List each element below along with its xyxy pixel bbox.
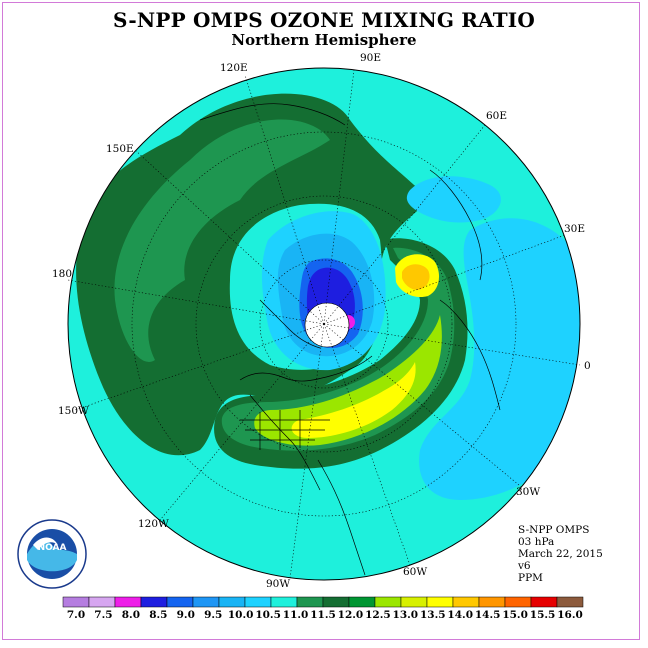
color-bar-tick-label: 9.5 (204, 609, 223, 621)
coastlines (199, 103, 501, 576)
product-info: S-NPP OMPS 03 hPa March 22, 2015 v6 PPM (518, 524, 603, 584)
color-bar-swatch (348, 596, 376, 608)
lon-label-0: 0 (584, 360, 591, 372)
color-bar-tick-label: 11.5 (310, 609, 336, 621)
ozone-high-cell-core (402, 264, 430, 290)
color-bar-swatch (530, 596, 558, 608)
lon-label-60w: 60W (403, 566, 428, 578)
map-boundary-circle (67, 67, 581, 581)
color-bar-tick-label: 14.5 (474, 609, 501, 621)
color-bar-tick-label: 7.0 (66, 609, 86, 621)
color-bar-swatch (270, 596, 298, 608)
lon-label-60e: 60E (486, 110, 508, 122)
color-bar-tick-label: 15.5 (529, 609, 556, 621)
image-frame (2, 2, 640, 640)
ozone-region-east (419, 218, 580, 500)
info-date: March 22, 2015 (518, 548, 603, 560)
lon-label-150w: 150W (58, 405, 89, 417)
info-units: PPM (518, 572, 543, 584)
color-bar-tick-label: 12.5 (365, 609, 391, 621)
color-bar-swatch (244, 596, 272, 608)
color-bar-tick-label: 10.5 (255, 609, 281, 621)
lon-label-30e: 30E (564, 223, 586, 235)
pole-no-data (304, 302, 350, 348)
lon-label-90w: 90W (266, 578, 291, 590)
color-bar-swatch (166, 596, 194, 608)
info-level: 03 hPa (518, 536, 555, 548)
color-bar-tick-label: 13.0 (392, 609, 419, 621)
ozone-high-band-13-5 (291, 362, 416, 438)
color-bar-tick-label: 9.0 (176, 609, 195, 621)
color-bar-tick-label: 10.0 (227, 609, 254, 621)
graticule (67, 69, 581, 579)
color-bar-tick-label: 13.5 (419, 609, 446, 621)
color-bar-swatch (296, 596, 324, 608)
map-title: S-NPP OMPS OZONE MIXING RATIO (113, 8, 535, 32)
color-bar (62, 596, 584, 608)
color-bar-swatch (140, 596, 168, 608)
ozone-region-northeast (406, 176, 501, 223)
color-bar-swatch (478, 596, 506, 608)
info-version: v6 (518, 560, 531, 572)
color-bar-swatch (504, 596, 532, 608)
noaa-logo: NOAA (17, 519, 87, 589)
color-bar-tick-label: 15.0 (502, 609, 528, 621)
color-bar-swatch (62, 596, 90, 608)
color-bar-swatch (192, 596, 220, 608)
ozone-high-band-13-0 (254, 315, 442, 446)
color-bar-swatch (452, 596, 480, 608)
lon-label-90e: 90E (360, 52, 382, 64)
color-bar-tick-label: 11.0 (282, 609, 309, 621)
info-instrument: S-NPP OMPS (518, 524, 590, 536)
lon-label-180: 180 (52, 268, 73, 280)
color-bar-swatch (400, 596, 428, 608)
color-bar-tick-label: 12.0 (337, 609, 364, 621)
color-bar-swatch (556, 596, 584, 608)
lon-label-120e: 120E (220, 62, 248, 74)
color-bar-swatch (426, 596, 454, 608)
color-bar-swatch (374, 596, 402, 608)
map-subtitle: Northern Hemisphere (231, 31, 417, 49)
color-bar-tick-label: 7.5 (94, 609, 113, 621)
color-bar-swatch (218, 596, 246, 608)
color-bar-swatch (88, 596, 116, 608)
color-bar-swatch (322, 596, 350, 608)
lon-label-30w: 30W (516, 486, 541, 498)
color-bar-swatch (114, 596, 142, 608)
noaa-logo-text: NOAA (38, 543, 67, 553)
color-bar-tick-label: 14.0 (447, 609, 474, 621)
color-bar-tick-label: 16.0 (557, 609, 583, 621)
ozone-band-12-0 (114, 119, 331, 362)
lon-label-120w: 120W (138, 518, 169, 530)
lon-label-150e: 150E (106, 143, 134, 155)
color-bar-tick-label: 8.5 (149, 609, 168, 621)
color-bar-tick-label: 8.0 (121, 609, 141, 621)
